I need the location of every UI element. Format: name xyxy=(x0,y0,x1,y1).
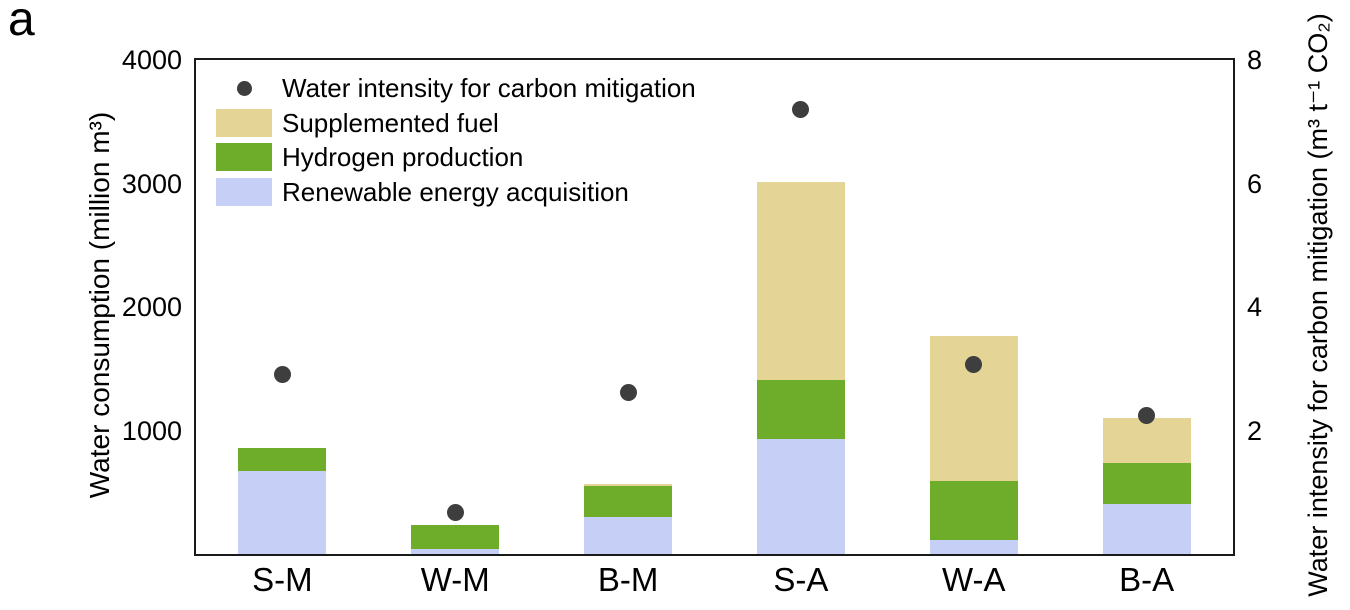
legend-item: Hydrogen production xyxy=(216,140,696,175)
x-category-label: W-M xyxy=(420,561,490,598)
legend-label: Supplemented fuel xyxy=(282,107,499,138)
dot-icon xyxy=(236,80,252,96)
panel-label: a xyxy=(8,0,35,46)
color-swatch-icon xyxy=(216,143,272,172)
bar-segment xyxy=(584,486,673,517)
x-category-label: S-M xyxy=(252,561,313,598)
legend: Water intensity for carbon mitigation Sup… xyxy=(216,71,696,209)
color-swatch-icon xyxy=(216,177,272,206)
bar-segment xyxy=(1102,463,1191,504)
bar-segment xyxy=(929,480,1018,540)
legend-swatch-marker xyxy=(216,177,272,206)
water-intensity-dot xyxy=(1138,407,1156,425)
bar-segment xyxy=(584,483,673,487)
bar-segment xyxy=(756,379,845,440)
bar-segment xyxy=(756,439,845,554)
legend-swatch-marker xyxy=(216,143,272,172)
x-category-label: W-A xyxy=(941,561,1006,598)
bar-segment xyxy=(1102,417,1191,464)
legend-label: Renewable energy acquisition xyxy=(282,176,629,207)
legend-label: Water intensity for carbon mitigation xyxy=(282,73,696,104)
bar-segment xyxy=(929,539,1018,554)
x-category-label: B-M xyxy=(597,561,659,598)
bar-segment xyxy=(584,516,673,554)
y-tick-left: 1000 xyxy=(121,415,182,446)
legend-dot-marker xyxy=(216,80,272,96)
water-intensity-dot xyxy=(619,383,637,401)
water-intensity-dot xyxy=(965,355,983,373)
legend-item: Supplemented fuel xyxy=(216,106,696,141)
y-tick-left: 4000 xyxy=(121,45,182,75)
legend-item: Renewable energy acquisition xyxy=(216,175,696,210)
legend-item: Water intensity for carbon mitigation xyxy=(216,71,696,106)
x-category-label: S-A xyxy=(773,561,829,598)
bar-segment xyxy=(1102,503,1191,554)
bar-segment xyxy=(411,549,500,554)
y-tick-right: 4 xyxy=(1247,292,1263,322)
bar-segment xyxy=(411,524,500,550)
bar-segment xyxy=(238,471,327,554)
y-tick-right: 8 xyxy=(1247,45,1263,75)
water-intensity-dot xyxy=(273,366,291,384)
color-swatch-icon xyxy=(216,108,272,137)
plot-area: Water intensity for carbon mitigation Sup… xyxy=(194,58,1235,556)
water-intensity-dot xyxy=(792,100,810,118)
y-tick-left: 3000 xyxy=(121,168,182,199)
y-tick-right: 2 xyxy=(1247,415,1263,446)
water-intensity-dot xyxy=(446,503,464,521)
y-tick-left: 2000 xyxy=(121,292,182,322)
bar-segment xyxy=(756,182,845,380)
y-tick-right: 6 xyxy=(1247,168,1263,199)
legend-swatch-marker xyxy=(216,108,272,137)
bar-segment xyxy=(238,448,327,472)
x-category-label: B-A xyxy=(1119,561,1175,598)
legend-label: Hydrogen production xyxy=(282,142,524,173)
